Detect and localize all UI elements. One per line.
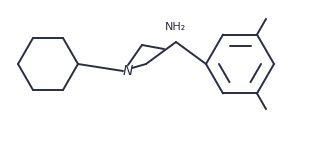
Text: NH₂: NH₂	[164, 22, 186, 32]
Text: N: N	[123, 64, 133, 78]
